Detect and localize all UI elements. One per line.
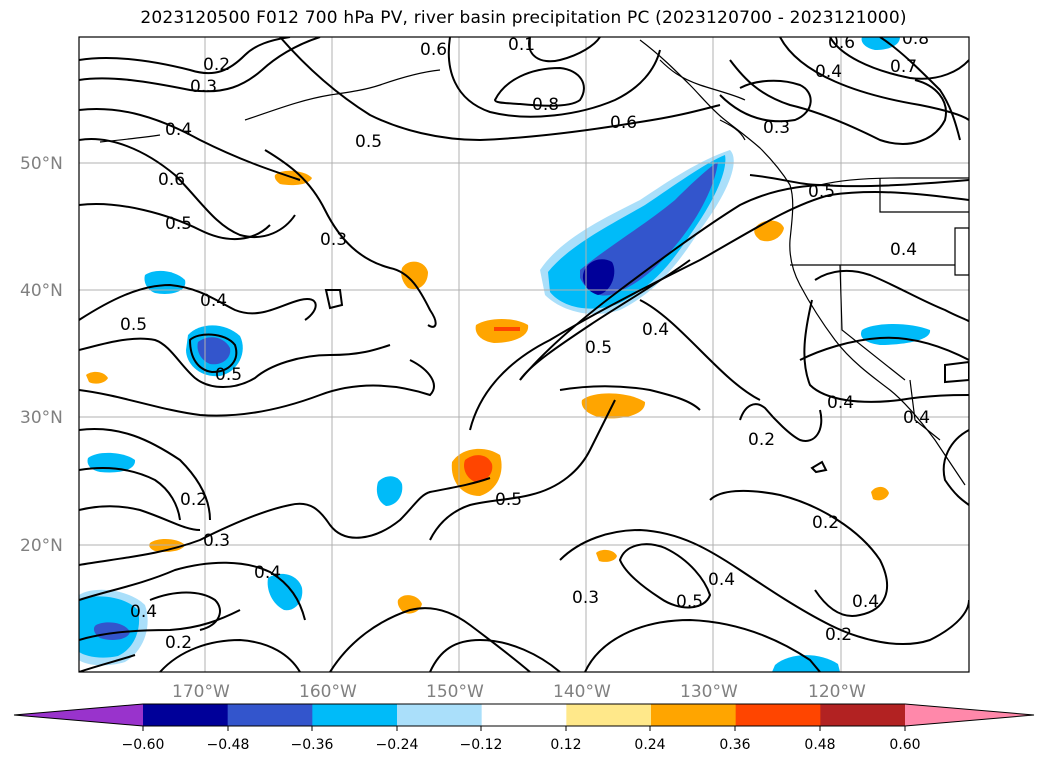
colorbar-tick-label: −0.48 [207, 737, 250, 753]
contour-label: 0.3 [190, 77, 217, 97]
contour-label: 0.6 [420, 40, 447, 60]
colorbar-segment [481, 704, 567, 726]
contour-label: 0.1 [508, 35, 535, 55]
lon-label: 160°W [299, 682, 357, 702]
pv-contours [79, 37, 969, 672]
contour-label: 0.4 [890, 240, 917, 260]
colorbar-tick-label: 0.12 [550, 737, 581, 753]
contour-label: 0.6 [610, 113, 637, 133]
colorbar-tick-label: −0.12 [460, 737, 503, 753]
map-title: 2023120500 F012 700 hPa PV, river basin … [140, 8, 907, 28]
lon-labels: 170°W 160°W 150°W 140°W 130°W 120°W [172, 682, 866, 702]
contour-label: 0.5 [120, 315, 147, 335]
colorbar-segment [312, 704, 398, 726]
colorbar-tick-label: 0.48 [804, 737, 835, 753]
lat-labels: 50°N 40°N 30°N 20°N [20, 154, 63, 556]
lon-label: 120°W [808, 682, 866, 702]
contour-label: 0.2 [825, 625, 852, 645]
colorbar-segment [820, 704, 906, 726]
contour-label: 0.2 [748, 430, 775, 450]
precip-shading [79, 37, 931, 672]
contour-label: 0.2 [165, 633, 192, 653]
contour-label: 0.5 [355, 132, 382, 152]
colorbar-tick-label: −0.60 [122, 737, 165, 753]
map-frame [78, 36, 970, 673]
contour-label: 0.2 [203, 55, 230, 75]
colorbar-ticks [142, 726, 906, 731]
contour-label: 0.5 [808, 182, 835, 202]
contour-label: 0.8 [532, 95, 559, 115]
colorbar-segment [397, 704, 483, 726]
lon-label: 170°W [172, 682, 230, 702]
contour-label: 0.8 [902, 29, 929, 49]
coastlines [99, 39, 969, 486]
colorbar-segment [651, 704, 737, 726]
colorbar-segment [735, 704, 821, 726]
colorbar-segment [14, 704, 143, 726]
lon-label: 140°W [553, 682, 611, 702]
contour-label: 0.4 [200, 291, 227, 311]
colorbar-segment [905, 704, 1034, 726]
colorbar-tick-label: −0.24 [376, 737, 419, 753]
contour-label: 0.4 [852, 592, 879, 612]
colorbar-segment [143, 704, 229, 726]
contour-label: 0.3 [320, 230, 347, 250]
contour-label: 0.4 [254, 563, 281, 583]
colorbar-tick-labels: −0.60 −0.48 −0.36 −0.24 −0.12 0.12 0.24 … [122, 737, 921, 753]
contour-label: 0.3 [763, 118, 790, 138]
contour-labels: 0.2 0.3 0.4 0.6 0.5 0.5 0.4 0.3 0.5 0.6 … [120, 29, 930, 653]
lat-label: 40°N [20, 281, 63, 301]
contour-label: 0.5 [165, 214, 192, 234]
colorbar-segment [227, 704, 313, 726]
contour-label: 0.5 [585, 338, 612, 358]
map-panel: 0.2 0.3 0.4 0.6 0.5 0.5 0.4 0.3 0.5 0.6 … [79, 29, 969, 672]
contour-label: 0.4 [815, 62, 842, 82]
lat-label: 50°N [20, 154, 63, 174]
contour-label: 0.3 [203, 531, 230, 551]
contour-label: 0.4 [642, 320, 669, 340]
contour-label: 0.4 [827, 393, 854, 413]
lat-label: 30°N [20, 408, 63, 428]
colorbar-segments [14, 704, 1034, 726]
contour-label: 0.3 [572, 588, 599, 608]
contour-label: 0.2 [180, 490, 207, 510]
colorbar-segment [566, 704, 652, 726]
contour-label: 0.4 [708, 570, 735, 590]
contour-label: 0.6 [828, 33, 855, 53]
contour-label: 0.2 [812, 513, 839, 533]
contour-label: 0.4 [130, 602, 157, 622]
contour-label: 0.5 [215, 365, 242, 385]
contour-label: 0.6 [158, 170, 185, 190]
lat-label: 20°N [20, 536, 63, 556]
contour-label: 0.7 [890, 57, 917, 77]
colorbar-tick-label: 0.36 [719, 737, 750, 753]
colorbar-tick-label: 0.24 [634, 737, 665, 753]
contour-label: 0.4 [903, 408, 930, 428]
contour-label: 0.5 [676, 592, 703, 612]
lon-label: 150°W [426, 682, 484, 702]
colorbar-tick-label: 0.60 [889, 737, 920, 753]
lon-label: 130°W [680, 682, 738, 702]
colorbar: −0.60 −0.48 −0.36 −0.24 −0.12 0.12 0.24 … [13, 703, 1035, 753]
contour-label: 0.4 [165, 120, 192, 140]
colorbar-tick-label: −0.36 [291, 737, 334, 753]
contour-label: 0.5 [495, 490, 522, 510]
